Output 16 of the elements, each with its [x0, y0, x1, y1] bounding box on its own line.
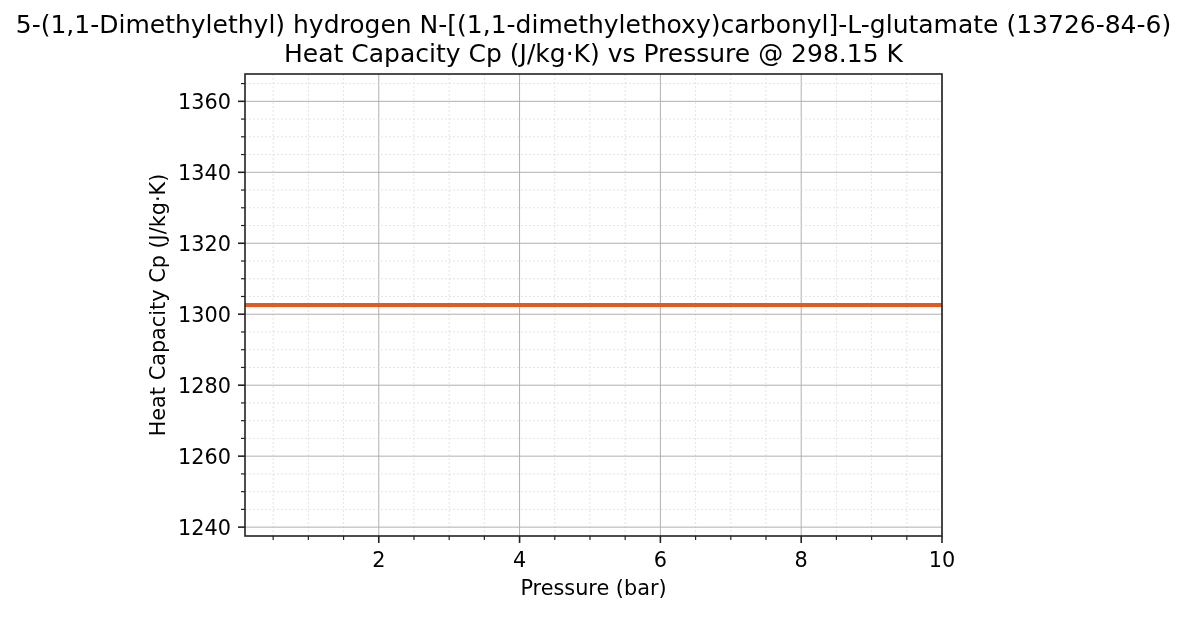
- chart-subtitle: Heat Capacity Cp (J/kg·K) vs Pressure @ 298.15 K: [284, 39, 904, 68]
- x-tick-label: 2: [372, 548, 386, 572]
- x-tick-label: 8: [794, 548, 808, 572]
- y-axis-title: Heat Capacity Cp (J/kg·K): [146, 173, 170, 437]
- y-tick-label: 1300: [178, 302, 231, 327]
- y-tick-label: 1260: [178, 444, 231, 469]
- x-tick-label: 10: [928, 548, 956, 572]
- chart-title: 5-(1,1-Dimethylethyl) hydrogen N-[(1,1-dimethylethoxy)carbonyl]-L-glutamate (13726-84-6): [15, 10, 1172, 39]
- y-tick-label: 1340: [178, 160, 231, 185]
- x-tick-label: 6: [653, 548, 667, 572]
- y-tick-label: 1240: [178, 515, 231, 540]
- y-tick-label: 1360: [178, 89, 231, 114]
- y-tick-label: 1320: [178, 231, 231, 256]
- y-tick-label: 1280: [178, 373, 231, 398]
- x-tick-label: 4: [512, 548, 527, 572]
- x-axis-title: Pressure (bar): [520, 576, 667, 600]
